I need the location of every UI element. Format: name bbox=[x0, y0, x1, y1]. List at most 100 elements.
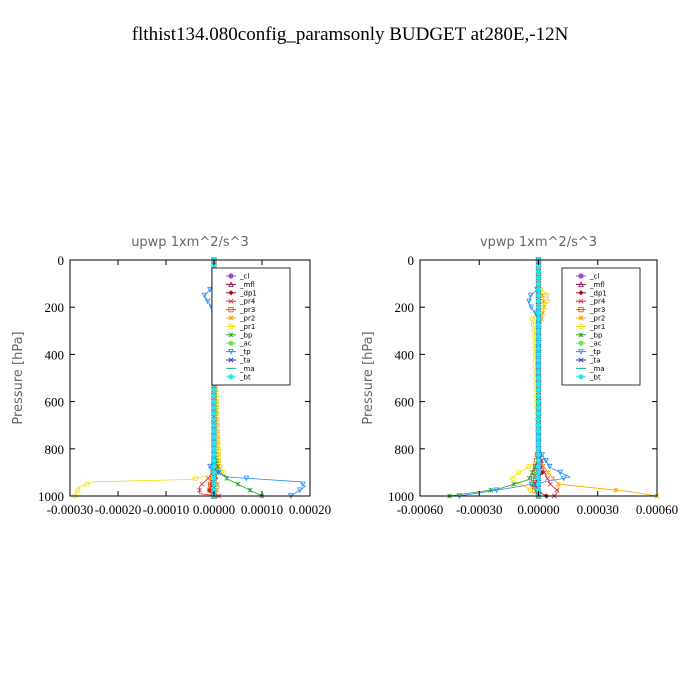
legend-box bbox=[211, 267, 291, 386]
data-point bbox=[529, 316, 536, 322]
legend-entry-cl: _cl bbox=[226, 273, 249, 281]
data-point bbox=[75, 487, 81, 493]
data-point bbox=[235, 481, 241, 487]
legend-label: _ma bbox=[589, 365, 605, 373]
data-point bbox=[211, 440, 217, 446]
legend-entry-ac: _ac bbox=[576, 340, 602, 348]
legend-entry-bp: _bp bbox=[226, 331, 253, 339]
legend-label: _dp1 bbox=[239, 289, 257, 297]
data-point bbox=[535, 387, 542, 393]
legend-label: _pr4 bbox=[239, 298, 256, 306]
data-point bbox=[84, 481, 90, 487]
data-point bbox=[535, 275, 542, 281]
legend-label: _tp bbox=[239, 348, 251, 356]
data-point bbox=[535, 328, 542, 334]
legend-entry-tp: _tp bbox=[576, 348, 601, 356]
legend-entry-mfl: _mfl bbox=[226, 281, 255, 289]
series-line bbox=[74, 260, 225, 497]
data-point bbox=[535, 404, 542, 411]
subplot-title: vpwp 1xm^2/s^3 bbox=[480, 235, 597, 250]
data-point bbox=[535, 345, 542, 352]
data-point bbox=[535, 410, 542, 416]
data-point bbox=[228, 332, 234, 338]
x-tick-label: 0.00060 bbox=[636, 502, 678, 517]
legend-entry-pr2: _pr2 bbox=[576, 315, 605, 323]
legend-entry-ta: _ta bbox=[576, 357, 601, 365]
legend-entry-pr3: _pr3 bbox=[576, 306, 605, 314]
data-point bbox=[540, 464, 546, 469]
series-tp bbox=[456, 257, 572, 500]
data-point bbox=[544, 298, 550, 304]
data-point bbox=[535, 393, 542, 399]
x-tick-label: 0.00000 bbox=[193, 502, 235, 517]
data-point bbox=[535, 469, 542, 475]
legend-label: _bp bbox=[239, 331, 253, 339]
x-tick-label: 0.00010 bbox=[241, 502, 283, 517]
legend-label: _tp bbox=[589, 348, 601, 356]
legend-entry-ta: _ta bbox=[226, 357, 251, 365]
x-tick-label: -0.00060 bbox=[397, 502, 444, 517]
data-point bbox=[243, 475, 250, 482]
y-tick-label: 200 bbox=[45, 300, 65, 315]
data-point bbox=[228, 323, 234, 329]
legend: _cl_mfl_dp1_pr4_pr3_pr2_pr1_bp_ac_tp_ta_… bbox=[211, 267, 291, 386]
data-point bbox=[535, 422, 542, 428]
x-tick-label: -0.00030 bbox=[47, 502, 94, 517]
legend-label: _pr4 bbox=[589, 298, 606, 306]
legend-label: _cl bbox=[239, 273, 249, 281]
data-point bbox=[535, 369, 542, 375]
legend-label: _pr1 bbox=[589, 323, 605, 331]
x-tick-label: -0.00010 bbox=[143, 502, 190, 517]
legend-entry-dp1: _dp1 bbox=[576, 289, 607, 297]
legend-label: _bt bbox=[589, 373, 601, 381]
data-point bbox=[247, 487, 253, 493]
data-point bbox=[535, 269, 542, 275]
legend-entry-dp1: _dp1 bbox=[226, 289, 257, 297]
data-point bbox=[197, 487, 203, 493]
y-tick-label: 1000 bbox=[388, 489, 414, 504]
data-point bbox=[296, 487, 303, 494]
data-point bbox=[211, 475, 217, 481]
y-tick-label: 1000 bbox=[38, 489, 64, 504]
data-point bbox=[578, 340, 584, 346]
data-point bbox=[211, 463, 217, 470]
data-point bbox=[535, 434, 542, 440]
data-point bbox=[557, 469, 564, 476]
legend-entry-ac: _ac bbox=[226, 340, 252, 348]
data-point bbox=[540, 310, 546, 316]
data-point bbox=[535, 463, 542, 470]
data-point bbox=[535, 446, 542, 452]
data-point bbox=[193, 475, 199, 481]
data-point bbox=[207, 286, 213, 293]
legend-label: _pr3 bbox=[239, 306, 255, 314]
data-point bbox=[535, 357, 542, 363]
data-point bbox=[535, 428, 542, 434]
data-point bbox=[535, 298, 542, 304]
data-point bbox=[535, 322, 542, 328]
data-point bbox=[535, 375, 542, 381]
data-point bbox=[228, 273, 234, 279]
data-point bbox=[535, 440, 542, 446]
legend-label: _pr3 bbox=[589, 306, 605, 314]
data-point bbox=[211, 422, 217, 428]
legend-label: _ac bbox=[239, 340, 252, 348]
data-point bbox=[228, 290, 234, 296]
data-point bbox=[535, 339, 542, 346]
data-point bbox=[535, 286, 542, 293]
y-tick-label: 400 bbox=[45, 347, 65, 362]
data-point bbox=[535, 363, 542, 369]
legend-entry-ma: _ma bbox=[226, 365, 255, 373]
legend-entry-bp: _bp bbox=[576, 331, 603, 339]
data-point bbox=[493, 487, 500, 494]
data-point bbox=[535, 304, 542, 310]
data-point bbox=[535, 398, 542, 405]
data-point bbox=[228, 357, 234, 363]
data-point bbox=[299, 481, 306, 488]
legend-label: _bp bbox=[589, 331, 603, 339]
x-tick-label: 0.00030 bbox=[577, 502, 619, 517]
data-point bbox=[578, 323, 584, 329]
data-point bbox=[535, 481, 542, 487]
data-point bbox=[516, 469, 522, 475]
